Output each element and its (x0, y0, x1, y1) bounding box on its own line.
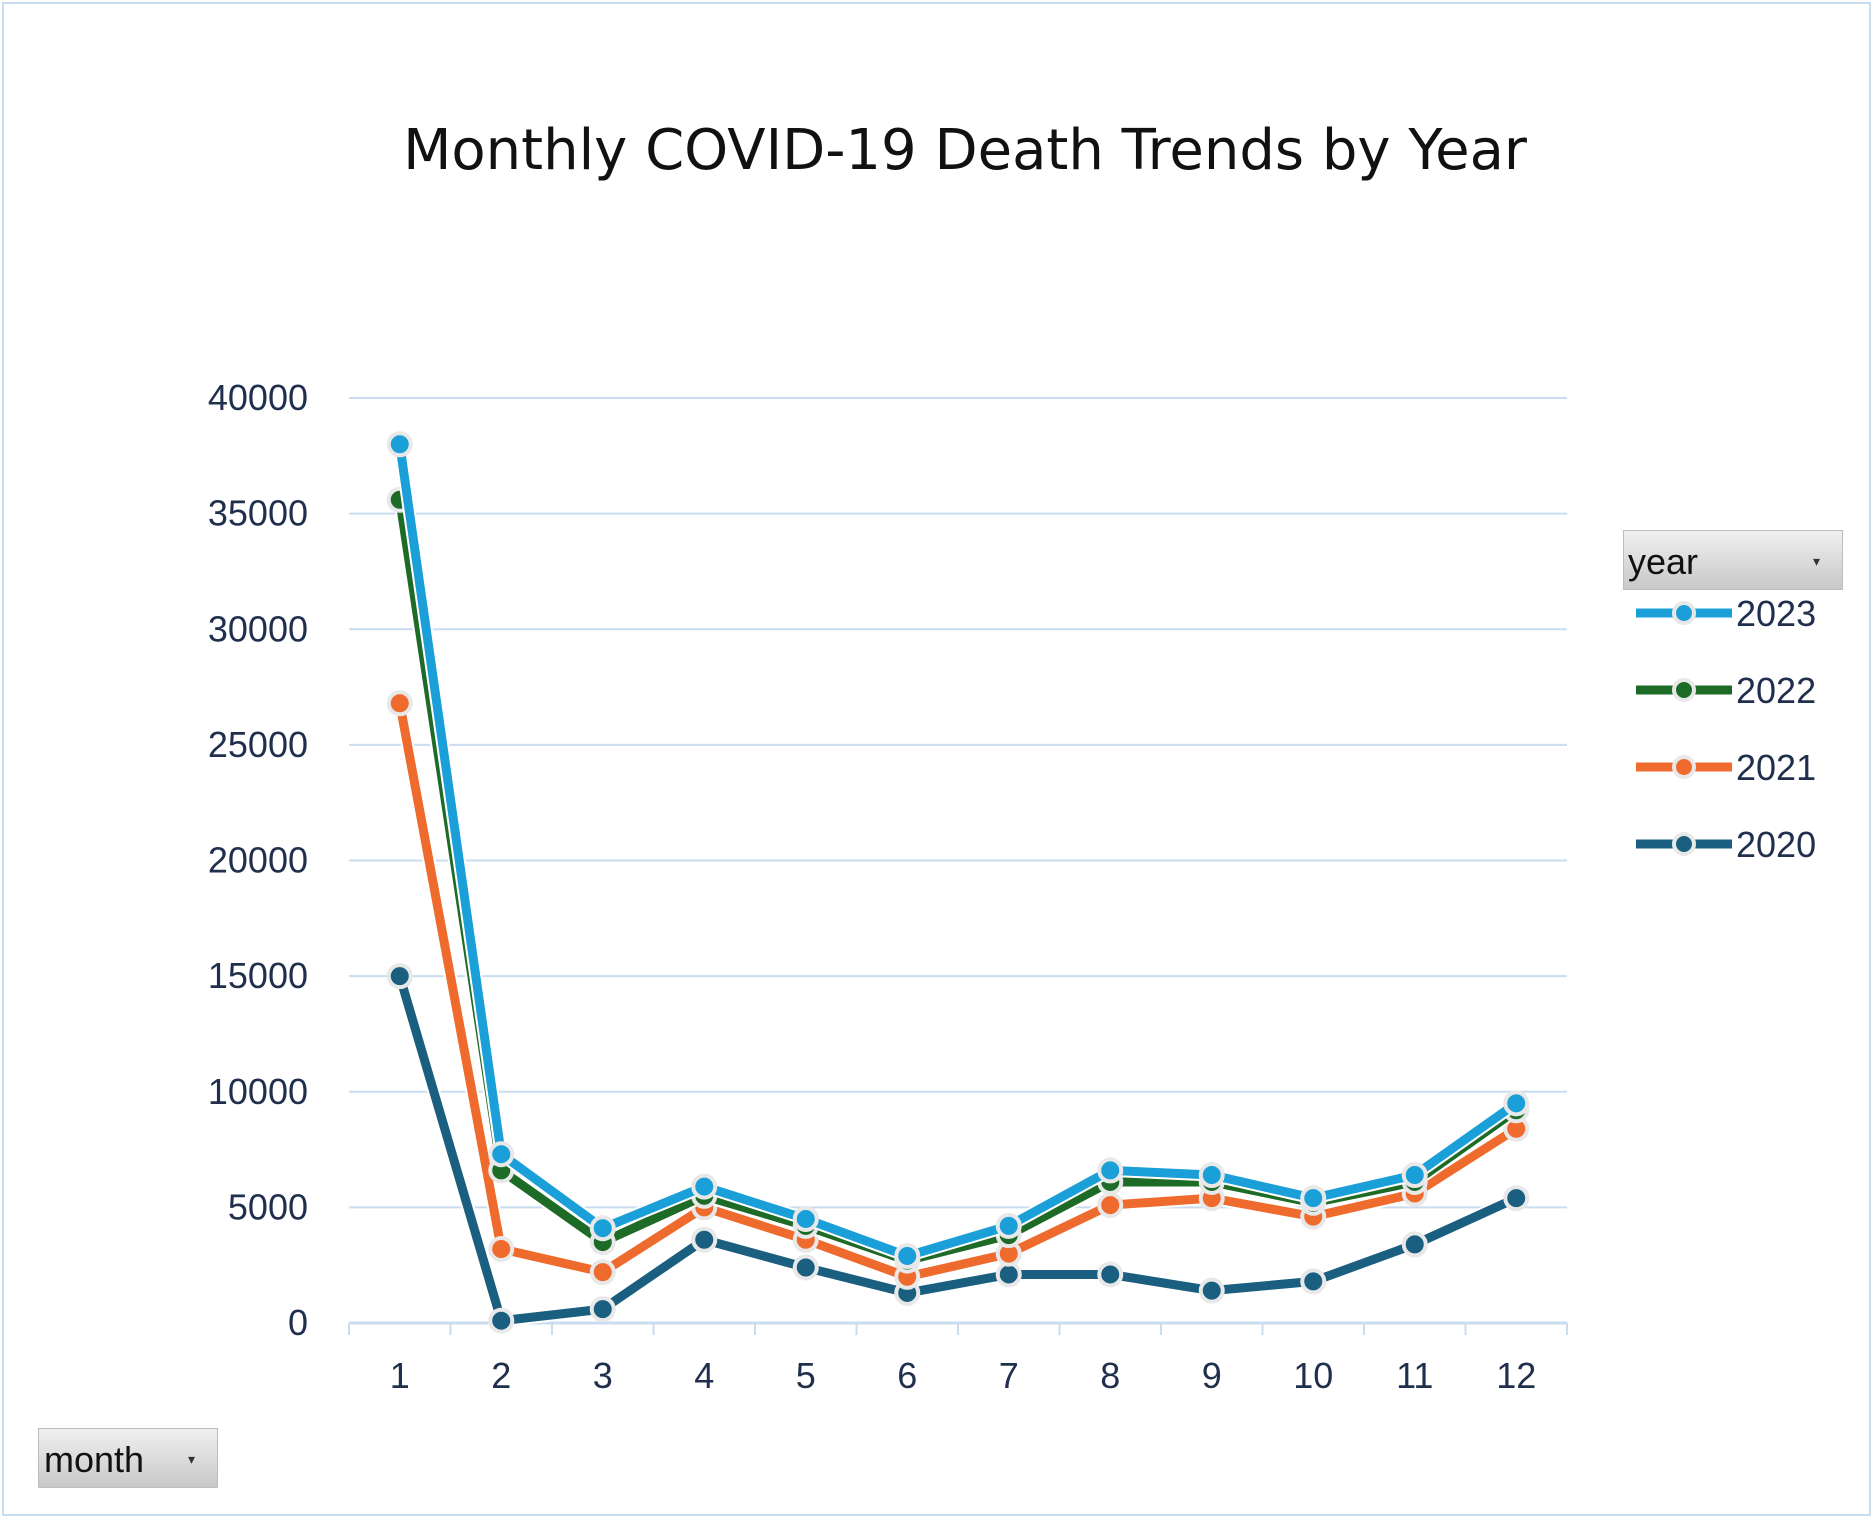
x-tick-label: 7 (999, 1355, 1019, 1396)
data-point-2020 (995, 1261, 1022, 1288)
x-tick-label: 12 (1496, 1355, 1536, 1396)
legend-swatch-marker (1672, 678, 1696, 702)
data-point-2020 (1401, 1231, 1428, 1258)
data-point-2020 (386, 963, 413, 990)
data-point-2020 (1097, 1261, 1124, 1288)
data-point-2023 (1401, 1162, 1428, 1188)
x-tick-label: 2 (491, 1355, 511, 1396)
data-point-2023 (691, 1173, 718, 1200)
legend-item-2022: 2022 (1636, 670, 1856, 711)
series-line-2023 (395, 439, 1521, 1261)
legend-swatch (1636, 832, 1732, 856)
series-line-outline (393, 493, 1523, 1268)
dropdown-icon: ▾ (1812, 553, 1820, 569)
gridlines (349, 397, 1567, 1209)
data-point-2020 (792, 1254, 819, 1281)
data-point-2023 (1503, 1090, 1530, 1117)
x-tick-label: 8 (1100, 1355, 1120, 1396)
data-point-2023 (792, 1205, 819, 1232)
x-tick-label: 11 (1396, 1355, 1433, 1396)
data-point-2021 (1097, 1192, 1124, 1219)
month-filter-button[interactable]: month ▾ (38, 1428, 218, 1488)
series-line-2021 (395, 698, 1521, 1282)
data-point-2021 (488, 1236, 515, 1262)
legend-swatch (1636, 678, 1732, 702)
series-line-2022 (395, 495, 1521, 1266)
data-point-2021 (386, 690, 413, 717)
series-line-outline (393, 437, 1523, 1263)
y-tick-label: 30000 (208, 608, 308, 649)
y-axis-ticks: 0 5000 10000 15000 20000 25000 30000 35000 40000 (208, 377, 308, 1343)
year-filter-label: year (1628, 541, 1699, 582)
data-point-2023 (589, 1215, 616, 1242)
y-tick-label: 35000 (208, 493, 308, 534)
legend-label: 2022 (1736, 670, 1817, 711)
series-line-2020 (395, 971, 1521, 1326)
data-point-2023 (1198, 1162, 1225, 1188)
legend-label: 2023 (1736, 593, 1817, 634)
x-tick-label: 9 (1202, 1355, 1222, 1396)
x-tick-label: 4 (694, 1355, 714, 1396)
legend-item-2020: 2020 (1636, 824, 1856, 865)
data-point-2023 (488, 1141, 515, 1168)
y-tick-label: 40000 (208, 377, 308, 418)
data-point-2023 (894, 1242, 921, 1269)
y-tick-label: 0 (288, 1302, 308, 1343)
y-tick-label: 20000 (208, 840, 308, 881)
legend-label: 2021 (1736, 747, 1817, 788)
year-filter-button[interactable]: year ▾ (1623, 530, 1843, 590)
legend-swatch-marker (1672, 601, 1696, 625)
series-lines (386, 431, 1530, 1334)
data-point-2020 (488, 1307, 515, 1334)
x-tick-label: 1 (390, 1355, 410, 1396)
y-tick-label: 25000 (208, 724, 308, 765)
legend-swatch-marker (1672, 832, 1696, 856)
data-point-2020 (589, 1296, 616, 1323)
data-point-2023 (995, 1212, 1022, 1239)
x-tick-label: 3 (593, 1355, 613, 1396)
data-point-2021 (589, 1259, 616, 1286)
y-tick-label: 15000 (208, 955, 308, 996)
x-axis: 1 2 3 4 5 6 7 8 9 10 11 12 (348, 1321, 1568, 1396)
data-point-2023 (1097, 1157, 1124, 1184)
x-tick-label: 6 (897, 1355, 917, 1396)
legend-item-2021: 2021 (1636, 747, 1856, 788)
legend-swatch-marker (1672, 755, 1696, 779)
x-tick-label: 10 (1293, 1355, 1333, 1396)
y-tick-label: 5000 (228, 1186, 308, 1227)
month-filter-label: month (44, 1439, 145, 1480)
data-point-2020 (691, 1226, 718, 1253)
chart-title: Monthly COVID-19 Death Trends by Year (403, 118, 1527, 183)
legend-swatch (1636, 601, 1732, 625)
data-point-2023 (1300, 1185, 1327, 1212)
legend-label: 2020 (1736, 824, 1817, 865)
data-point-2023 (386, 431, 413, 458)
data-point-2020 (1503, 1185, 1530, 1212)
legend-item-2023: 2023 (1636, 593, 1856, 634)
data-point-2020 (1198, 1277, 1225, 1304)
y-tick-label: 10000 (208, 1071, 308, 1112)
dropdown-icon: ▾ (187, 1451, 195, 1467)
x-tick-label: 5 (796, 1355, 816, 1396)
data-point-2020 (1300, 1268, 1327, 1295)
legend-swatch (1636, 755, 1732, 779)
